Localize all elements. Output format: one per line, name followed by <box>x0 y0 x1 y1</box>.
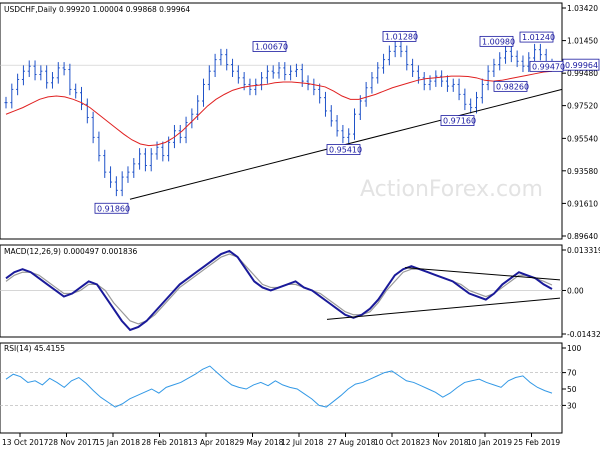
x-tick-label: 28 Nov 2017 <box>49 438 97 447</box>
price-ytick-label: 0.99480 <box>567 69 598 78</box>
price-annotation-label: 1.00980 <box>482 37 515 46</box>
x-tick-label: 23 Nov 2018 <box>421 438 469 447</box>
last-price-label: 0.99964 <box>565 61 598 70</box>
x-tick-label: 13 Apr 2018 <box>188 438 235 447</box>
x-tick-label: 25 Feb 2019 <box>514 438 561 447</box>
x-tick-label: 12 Jul 2018 <box>281 438 324 447</box>
rsi-title: RSI(14) 45.4155 <box>4 344 65 353</box>
price-annotation: 0.91860 <box>94 202 130 214</box>
price-annotation: 0.95410 <box>326 144 362 155</box>
rsi-ytick-label: 70 <box>567 369 577 378</box>
price-annotation-label: 0.98260 <box>496 82 529 91</box>
moving-average-line <box>5 70 553 147</box>
watermark: ActionForex.com <box>360 177 543 202</box>
macd-line <box>5 249 553 332</box>
price-annotation-label: 1.01240 <box>522 33 555 42</box>
price-annotation-label: 1.01280 <box>385 32 418 41</box>
price-title: USDCHF,Daily 0.99920 1.00004 0.99868 0.9… <box>4 5 190 14</box>
price-annotation: 0.98260 <box>493 80 529 92</box>
price-annotation-label: 0.91860 <box>97 204 130 213</box>
x-tick-label: 28 Feb 2018 <box>142 438 189 447</box>
price-ytick-label: 0.91610 <box>567 199 598 208</box>
macd-panel-frame <box>0 244 563 338</box>
macd-ytick-label: 0.013319 <box>567 246 600 255</box>
macd-title: MACD(12,26,9) 0.000497 0.001836 <box>4 247 138 256</box>
x-tick-label: 10 Jan 2019 <box>467 438 512 447</box>
price-annotation-label: 0.95410 <box>329 146 362 155</box>
macd-signal-line <box>5 253 553 325</box>
price-ytick-label: 0.89640 <box>567 232 598 241</box>
macd-ytick-label: -0.014323 <box>567 330 600 339</box>
rsi-ytick-label: 100 <box>567 344 582 353</box>
price-annotation: 1.00670 <box>252 41 288 52</box>
rsi-ytick-label: 30 <box>567 401 577 410</box>
price-ytick-label: 1.01450 <box>567 37 598 46</box>
price-annotation-label: 1.00670 <box>255 43 288 52</box>
x-tick-label: 15 Jan 2018 <box>95 438 140 447</box>
price-annotation-label: 0.99470 <box>532 62 565 71</box>
rsi-ytick-label: 50 <box>567 385 577 394</box>
price-ytick-label: 1.03420 <box>567 4 598 13</box>
price-annotation: 1.01240 <box>519 31 555 43</box>
rsi-panel-frame <box>0 342 563 434</box>
macd-upper-trendline <box>404 267 561 281</box>
price-ytick-label: 0.93580 <box>567 167 598 176</box>
price-panel-frame <box>0 2 563 240</box>
macd-ytick-label: 0.00 <box>567 286 584 295</box>
price-annotation: 1.00980 <box>479 35 515 47</box>
price-ytick-label: 0.95540 <box>567 134 598 143</box>
price-ytick-label: 0.97520 <box>567 102 598 111</box>
price-annotation-label: 0.97160 <box>443 117 476 126</box>
x-tick-label: 10 Oct 2018 <box>374 438 421 447</box>
price-annotation: 1.01280 <box>382 31 418 42</box>
price-annotation: 0.97160 <box>440 115 476 126</box>
price-annotation: 0.99470 <box>529 60 565 72</box>
rsi-line <box>5 365 553 408</box>
x-tick-label: 29 May 2018 <box>235 438 284 447</box>
last-price-box: 0.99964 <box>562 58 600 71</box>
x-tick-label: 27 Aug 2018 <box>328 438 376 447</box>
x-tick-label: 13 Oct 2017 <box>2 438 49 447</box>
macd-lower-trendline <box>326 297 561 320</box>
